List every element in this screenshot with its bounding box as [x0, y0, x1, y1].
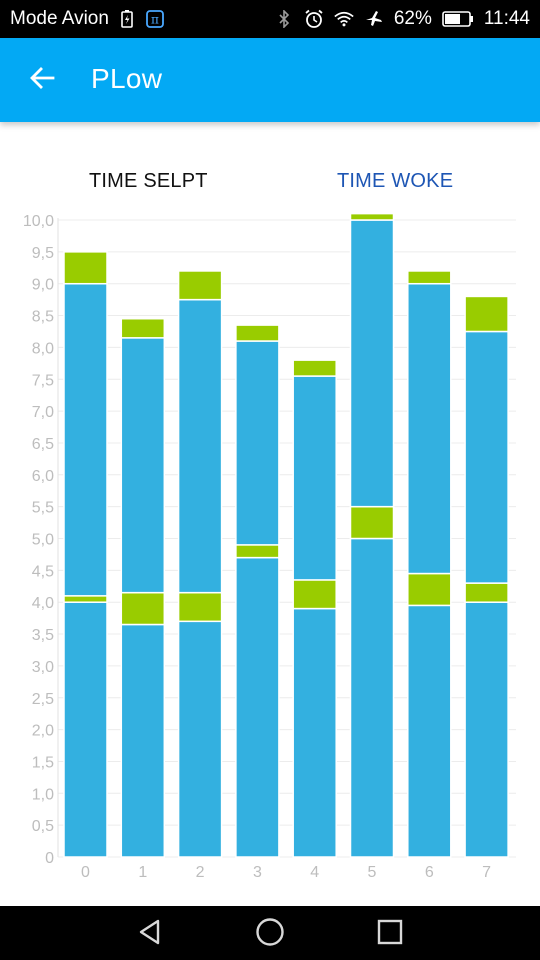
- back-button[interactable]: [22, 60, 62, 100]
- alarm-icon: [304, 9, 324, 29]
- bar-segment: [177, 620, 223, 858]
- bar-segment: [63, 251, 108, 285]
- tab-time-woke[interactable]: TIME WOKE: [337, 170, 454, 192]
- battery-percent: 62%: [393, 8, 432, 29]
- bar-segment: [120, 337, 166, 594]
- bar-segment: [235, 544, 280, 559]
- y-tick-label: 4,0: [32, 595, 54, 612]
- y-tick-label: 1,5: [32, 754, 54, 771]
- bar-segment: [63, 595, 108, 603]
- y-tick-label: 8,0: [32, 340, 54, 357]
- app-title: PLow: [91, 63, 163, 94]
- x-tick-label: 2: [196, 864, 205, 881]
- bar-segment: [349, 505, 395, 540]
- bar-segment: [177, 270, 223, 301]
- bar-segment: [407, 604, 452, 858]
- y-tick-label: 7,0: [32, 404, 54, 421]
- bar-segment: [407, 270, 452, 285]
- bar-segment: [349, 212, 395, 221]
- bar-segment: [292, 607, 337, 858]
- bar-segment: [177, 591, 223, 623]
- x-tick-label: 6: [425, 864, 434, 881]
- svg-text:π: π: [151, 13, 159, 27]
- y-tick-label: 0,5: [32, 818, 54, 835]
- navigation-bar: [0, 906, 540, 960]
- x-tick-label: 7: [482, 864, 491, 881]
- y-tick-label: 6,5: [32, 436, 54, 453]
- bar-segment: [349, 219, 395, 508]
- bar-segment: [464, 295, 509, 333]
- nav-recents-button[interactable]: [374, 918, 406, 950]
- bar-segment: [464, 582, 509, 603]
- y-tick-label: 4,5: [32, 563, 54, 580]
- y-tick-label: 7,5: [32, 372, 54, 389]
- status-bar: Mode Avion π 62% 11:44: [0, 0, 540, 38]
- bar-segment: [349, 537, 395, 858]
- y-tick-label: 3,5: [32, 627, 54, 644]
- airplane-mode-icon: [364, 9, 384, 29]
- bar-segment: [235, 324, 280, 342]
- home-circle-icon: [255, 917, 285, 952]
- bar-segment: [292, 375, 337, 581]
- bar-segment: [464, 330, 509, 584]
- y-tick-label: 2,5: [32, 691, 54, 708]
- clock: 11:44: [483, 8, 530, 29]
- bar-segment: [63, 282, 108, 597]
- x-tick-label: 5: [368, 864, 377, 881]
- y-tick-label: 9,0: [32, 277, 54, 294]
- nav-home-button[interactable]: [254, 917, 286, 952]
- bar-segment: [120, 317, 166, 339]
- status-left: Mode Avion π: [10, 8, 165, 30]
- bluetooth-icon: [274, 9, 294, 29]
- bar-segment: [292, 359, 337, 377]
- bar-segment: [464, 601, 509, 858]
- tab-time-slept[interactable]: TIME SELPT: [89, 170, 208, 192]
- y-tick-label: 1,0: [32, 786, 54, 803]
- app-bar: PLow: [0, 38, 540, 122]
- bar-segment: [120, 591, 166, 626]
- x-tick-label: 4: [310, 864, 319, 881]
- y-tick-label: 9,5: [32, 245, 54, 262]
- bar-segment: [235, 340, 280, 546]
- carrier-label: Mode Avion: [10, 8, 109, 29]
- y-tick-label: 6,0: [32, 468, 54, 485]
- battery-icon: [442, 9, 474, 29]
- stacked-bar-chart: 0 0,5 1,0 1,5 2,0 2,5 3,0 3,5 4,0 4,5 5,0 5,5 6,0 6,5…: [23, 212, 516, 881]
- bar-segment: [235, 556, 280, 858]
- y-tick-label: 10,0: [23, 213, 54, 230]
- y-tick-label: 3,0: [32, 659, 54, 676]
- arrow-left-icon: [29, 65, 55, 96]
- y-tick-label: 2,0: [32, 723, 54, 740]
- nav-back-button[interactable]: [134, 918, 166, 950]
- wifi-icon: [334, 9, 354, 29]
- y-tick-label: 0: [45, 850, 54, 867]
- y-tick-label: 5,0: [32, 532, 54, 549]
- recents-square-icon: [377, 919, 403, 950]
- pi-app-icon: π: [145, 9, 165, 29]
- bar-segment: [63, 601, 108, 858]
- back-triangle-icon: [136, 918, 164, 951]
- x-tick-label: 3: [253, 864, 262, 881]
- bar-segment: [120, 623, 166, 858]
- bar-segment: [292, 579, 337, 610]
- bar-segment: [407, 282, 452, 575]
- bar-segment: [407, 572, 452, 607]
- x-tick-label: 1: [138, 864, 147, 881]
- bar-segment: [177, 298, 223, 594]
- y-tick-label: 5,5: [32, 500, 54, 517]
- y-tick-label: 8,5: [32, 309, 54, 326]
- x-tick-label: 0: [81, 864, 90, 881]
- status-right: 62% 11:44: [274, 8, 530, 30]
- battery-charging-icon: [117, 9, 137, 29]
